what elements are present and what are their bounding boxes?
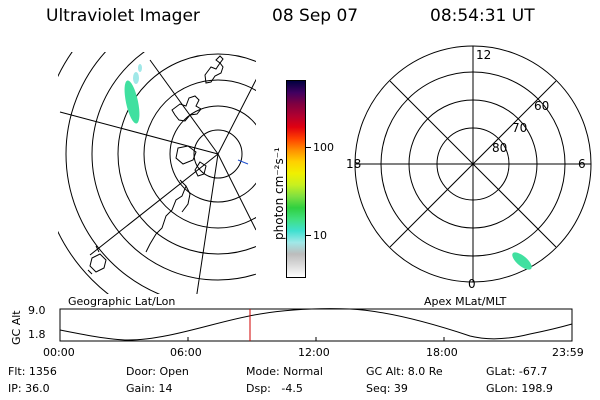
geographic-label: Geographic Lat/Lon <box>68 295 176 308</box>
mlt-label-6: 6 <box>578 157 586 171</box>
lat-circle <box>193 129 243 179</box>
meridian-line <box>89 153 219 256</box>
coastline <box>215 55 224 64</box>
altitude-ytick-1-8: 1.8 <box>28 328 46 341</box>
altitude-curve <box>59 308 573 341</box>
coastline <box>87 245 100 275</box>
coastline <box>175 145 197 165</box>
blue-tick <box>237 159 249 165</box>
colorbar-tick-marks <box>306 235 311 236</box>
coastline <box>204 62 224 84</box>
gc-alt-value: GC Alt: 8.0 Re <box>366 365 443 378</box>
x-tick-label: 12:00 <box>298 346 330 359</box>
meridian-line <box>59 111 219 155</box>
mlat-label-80: 80 <box>492 141 508 155</box>
mlt-label-18: 18 <box>346 157 362 171</box>
ip-value: IP: 36.0 <box>8 382 50 395</box>
colorbar <box>286 80 306 278</box>
colorbar-tick-10: 10 <box>313 229 327 242</box>
coastline <box>89 253 107 273</box>
meridian-line <box>217 78 256 155</box>
mode-value: Mode: Normal <box>246 365 323 378</box>
meridian-line <box>217 153 256 231</box>
instrument-title: Ultraviolet Imager <box>46 6 200 26</box>
mlat-label-70: 70 <box>512 121 528 135</box>
date-label: 08 Sep 07 <box>272 6 359 26</box>
mlt-label-0: 0 <box>468 277 476 291</box>
meridian-line <box>196 153 219 294</box>
x-tick-label: 18:00 <box>426 346 458 359</box>
coastline <box>145 179 187 253</box>
lat-circle <box>117 53 256 255</box>
altitude-frame <box>59 308 573 342</box>
polar-axis <box>389 80 557 248</box>
aurora-emission <box>124 64 142 124</box>
glat-value: GLat: -67.7 <box>486 365 548 378</box>
x-tick-label: 06:00 <box>170 346 202 359</box>
lat-circle <box>91 52 256 281</box>
flight-number: Flt: 1356 <box>8 365 57 378</box>
glon-value: GLon: 198.9 <box>486 382 553 395</box>
gain-value: Gain: 14 <box>126 382 173 395</box>
meridian-line <box>149 59 219 155</box>
lat-circle <box>143 79 256 229</box>
x-tick-label: 00:00 <box>43 346 75 359</box>
lat-circle <box>65 52 161 294</box>
altitude-ytick-9: 9.0 <box>28 304 46 317</box>
mlt-label-12: 12 <box>476 48 492 62</box>
lat-circle <box>169 105 256 203</box>
seq-value: Seq: 39 <box>366 382 408 395</box>
altitude-ylabel: GC Alt <box>10 310 23 345</box>
door-status: Door: Open <box>126 365 189 378</box>
dsp-value: Dsp: -4.5 <box>246 382 303 395</box>
mlat-label-60: 60 <box>534 99 550 113</box>
colorbar-tick-100: 100 <box>313 141 334 154</box>
x-tick-label: 23:59 <box>552 346 584 359</box>
coastline <box>194 161 207 177</box>
apex-label: Apex MLat/MLT <box>424 295 507 308</box>
time-label: 08:54:31 UT <box>430 6 535 26</box>
apex-aurora <box>512 252 532 270</box>
coastline <box>181 185 191 213</box>
colorbar-tick-marks <box>306 147 311 148</box>
coastline <box>171 95 202 122</box>
